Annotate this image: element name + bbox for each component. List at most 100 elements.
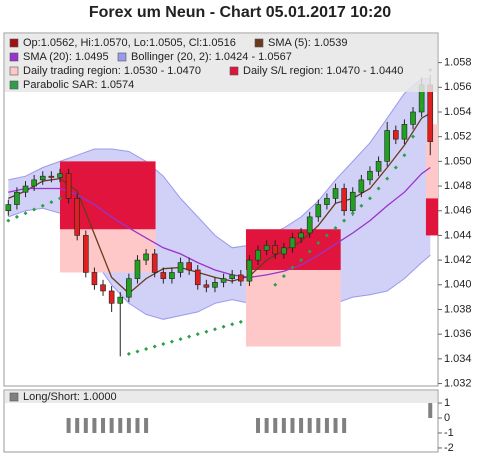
- candle-body: [169, 272, 175, 279]
- candle-body: [384, 130, 390, 162]
- legend-label: Parabolic SAR: 1.0574: [23, 79, 134, 91]
- y-tick-label: -2: [444, 442, 454, 454]
- candle-body: [410, 111, 416, 125]
- sar-dot: [299, 258, 304, 263]
- candle-body: [324, 198, 330, 205]
- y-tick-label: 1.040: [444, 279, 472, 291]
- candle-body: [39, 175, 46, 181]
- legend-label: Daily S/L region: 1.0470 - 1.0440: [243, 65, 403, 77]
- sar-dot: [333, 226, 338, 231]
- candle-body: [255, 249, 261, 261]
- indicator-line: [8, 166, 431, 279]
- candle-body: [298, 232, 304, 239]
- sar-dot: [307, 249, 312, 254]
- candle-body: [48, 175, 55, 178]
- y-tick-label: 1.050: [444, 155, 472, 167]
- y-tick-label: 1.036: [444, 328, 472, 340]
- candle-body: [212, 282, 218, 288]
- candle-body: [306, 216, 313, 234]
- candle-body: [117, 296, 124, 304]
- legend-box: [5, 34, 437, 92]
- candle-body: [83, 235, 89, 273]
- candle-body: [401, 124, 408, 140]
- candle-body: [203, 284, 210, 288]
- sar-dot: [161, 342, 166, 347]
- y-tick-label: 1.058: [444, 57, 472, 69]
- candle-body: [126, 278, 132, 298]
- long-short-bar: [316, 418, 321, 433]
- y-tick-label: 1.048: [444, 180, 472, 192]
- candle-body: [100, 284, 106, 292]
- legend-swatch: [229, 66, 239, 76]
- long-short-bar: [83, 418, 88, 433]
- y-tick-label: 1: [444, 397, 450, 409]
- candle-body: [160, 272, 167, 279]
- sar-dot: [32, 207, 37, 212]
- legend-swatch: [117, 52, 127, 62]
- candle-body: [74, 198, 80, 236]
- long-short-bar: [118, 418, 123, 433]
- candle-body: [229, 274, 235, 279]
- long-short-bar: [66, 418, 71, 433]
- candle-body: [349, 191, 356, 212]
- candle-body: [281, 247, 287, 255]
- sar-dot: [316, 240, 321, 245]
- sar-dot: [187, 334, 192, 339]
- long-short-bar: [109, 418, 114, 433]
- sar-dot: [126, 351, 131, 356]
- candle-body: [375, 161, 382, 172]
- candle-body: [246, 259, 253, 282]
- long-short-bar: [126, 418, 131, 433]
- candle-body: [14, 191, 20, 205]
- sar-dot: [367, 196, 372, 201]
- legend-label: Bollinger (20, 2): 1.0424 - 1.0567: [131, 51, 292, 63]
- sar-dot: [290, 265, 295, 270]
- long-short-bar: [75, 418, 80, 433]
- long-short-bar: [428, 403, 433, 419]
- candle-body: [177, 262, 184, 273]
- y-tick-label: -1: [444, 427, 454, 439]
- y-tick-label: 1.056: [444, 81, 472, 93]
- y-tick-label: 1.038: [444, 303, 472, 315]
- legend-swatch: [9, 80, 19, 90]
- legend-swatch: [9, 392, 19, 402]
- long-short-bar: [281, 418, 286, 433]
- candle-body: [143, 253, 149, 261]
- sar-dot: [238, 319, 243, 324]
- legend-swatch: [9, 66, 19, 76]
- sar-dot: [376, 186, 381, 191]
- long-short-bar: [144, 418, 149, 433]
- candle-body: [134, 259, 141, 279]
- sar-dot: [359, 203, 364, 208]
- sar-dot: [402, 153, 407, 158]
- long-short-bar: [290, 418, 295, 433]
- daily-region: [425, 198, 438, 236]
- candle-body: [57, 173, 63, 178]
- sar-dot: [212, 327, 217, 332]
- candle-body: [238, 274, 244, 282]
- sar-dot: [324, 233, 329, 238]
- candle-body: [31, 179, 37, 187]
- sar-dot: [273, 282, 278, 287]
- candle-body: [194, 269, 201, 286]
- y-tick-label: 1.052: [444, 131, 472, 143]
- legend-swatch: [254, 38, 264, 48]
- legend-label: SMA (20): 1.0495: [23, 51, 109, 63]
- sar-dot: [411, 134, 416, 139]
- long-short-bar: [264, 418, 269, 433]
- sar-dot: [23, 211, 28, 216]
- candle-body: [65, 173, 72, 199]
- sar-dot: [204, 329, 209, 334]
- sar-dot: [195, 332, 200, 337]
- candle-body: [315, 204, 322, 218]
- y-tick-label: 1.054: [444, 106, 472, 118]
- sar-dot: [419, 103, 424, 108]
- legend-label: Op:1.0562, Hi:1.0570, Lo:1.0505, Cl:1.05…: [23, 37, 236, 49]
- sar-dot: [14, 214, 19, 219]
- y-tick-label: 1.034: [444, 353, 472, 365]
- y-tick-label: 0: [444, 412, 450, 424]
- legend-box: [5, 391, 437, 403]
- candle-body: [22, 185, 29, 193]
- daily-region: [425, 124, 438, 199]
